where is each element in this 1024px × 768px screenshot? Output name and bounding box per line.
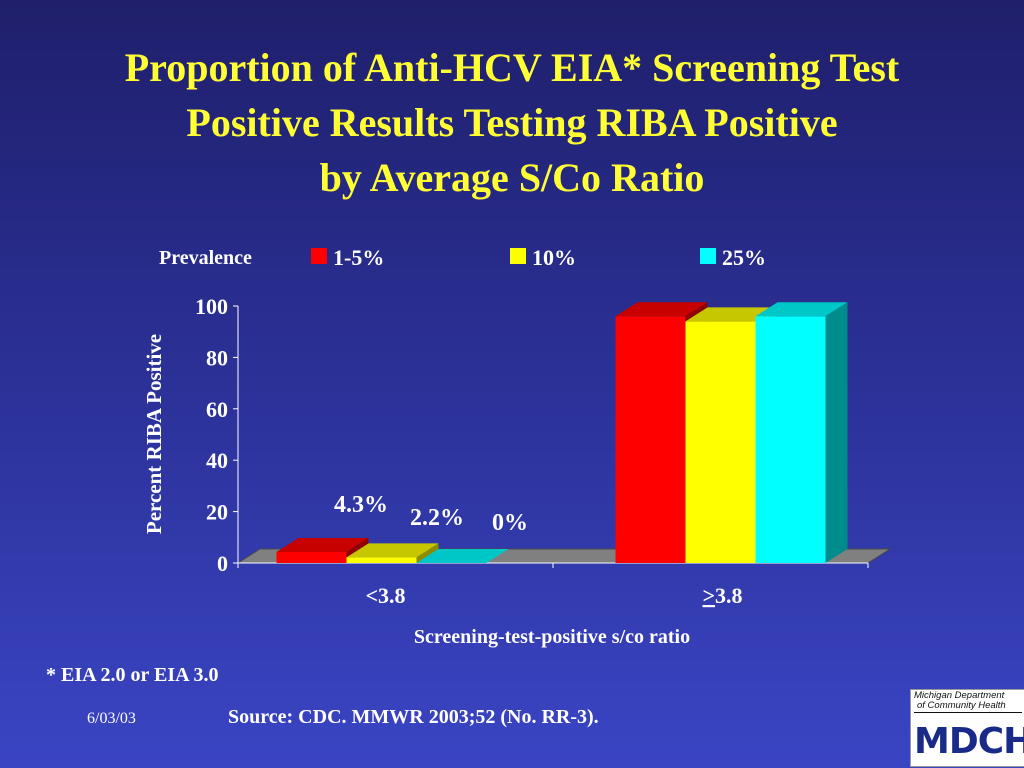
- y-tick-label: 60: [206, 397, 228, 422]
- logo-line-1: Michigan Department: [914, 690, 1005, 701]
- logo-line-2: of Community Health: [917, 700, 1006, 711]
- legend-label: 10%: [532, 245, 576, 270]
- bar-0-2: [416, 549, 509, 563]
- y-axis-title: Percent RIBA Positive: [142, 334, 166, 534]
- bar-front: [276, 551, 347, 563]
- legend-label: 1-5%: [333, 245, 384, 270]
- y-tick-label: 20: [206, 500, 228, 525]
- legend-swatch: [700, 248, 716, 264]
- x-axis-title: Screening-test-positive s/co ratio: [414, 626, 690, 648]
- bar-front: [346, 557, 417, 563]
- bar-front: [755, 316, 826, 563]
- y-tick-label: 0: [217, 551, 228, 576]
- bar-top: [346, 543, 439, 558]
- title-line-3: by Average S/Co Ratio: [319, 155, 705, 200]
- bar-front: [685, 321, 756, 563]
- bar-top: [685, 307, 778, 322]
- legend-swatch: [311, 248, 327, 264]
- bar-top: [416, 549, 509, 563]
- bar-1-1: [685, 307, 778, 563]
- x-category-label: <3.8: [365, 583, 405, 608]
- date-label: 6/03/03: [87, 710, 136, 727]
- slide-title: Proportion of Anti-HCV EIA* Screening Te…: [0, 40, 1024, 205]
- legend-swatch: [510, 248, 526, 264]
- data-label: 4.3%: [334, 492, 388, 518]
- bar-top: [276, 537, 369, 552]
- y-tick-label: 100: [195, 294, 228, 319]
- bar-0-1: [346, 543, 439, 563]
- bar-side: [416, 543, 439, 563]
- x-category-label: >3.8: [702, 583, 742, 608]
- y-tick-label: 80: [206, 345, 228, 370]
- source-citation: Source: CDC. MMWR 2003;52 (No. RR-3).: [228, 706, 599, 728]
- bar-top: [755, 302, 848, 317]
- bar-1-2: [755, 302, 848, 563]
- bar-side: [825, 302, 848, 563]
- bar-front: [615, 316, 686, 563]
- legend-title: Prevalence: [159, 247, 252, 269]
- y-tick-label: 40: [206, 448, 228, 473]
- legend-label: 25%: [722, 245, 766, 270]
- title-line-2: Positive Results Testing RIBA Positive: [186, 100, 838, 145]
- data-label: 2.2%: [410, 505, 464, 531]
- bar-top: [615, 302, 708, 317]
- data-label: 0%: [492, 510, 528, 536]
- mdch-logo: Michigan Department of Community Health …: [910, 689, 1024, 767]
- title-line-1: Proportion of Anti-HCV EIA* Screening Te…: [124, 45, 900, 90]
- footnote: * EIA 2.0 or EIA 3.0: [46, 664, 219, 686]
- logo-mark: MDCH: [914, 721, 1024, 762]
